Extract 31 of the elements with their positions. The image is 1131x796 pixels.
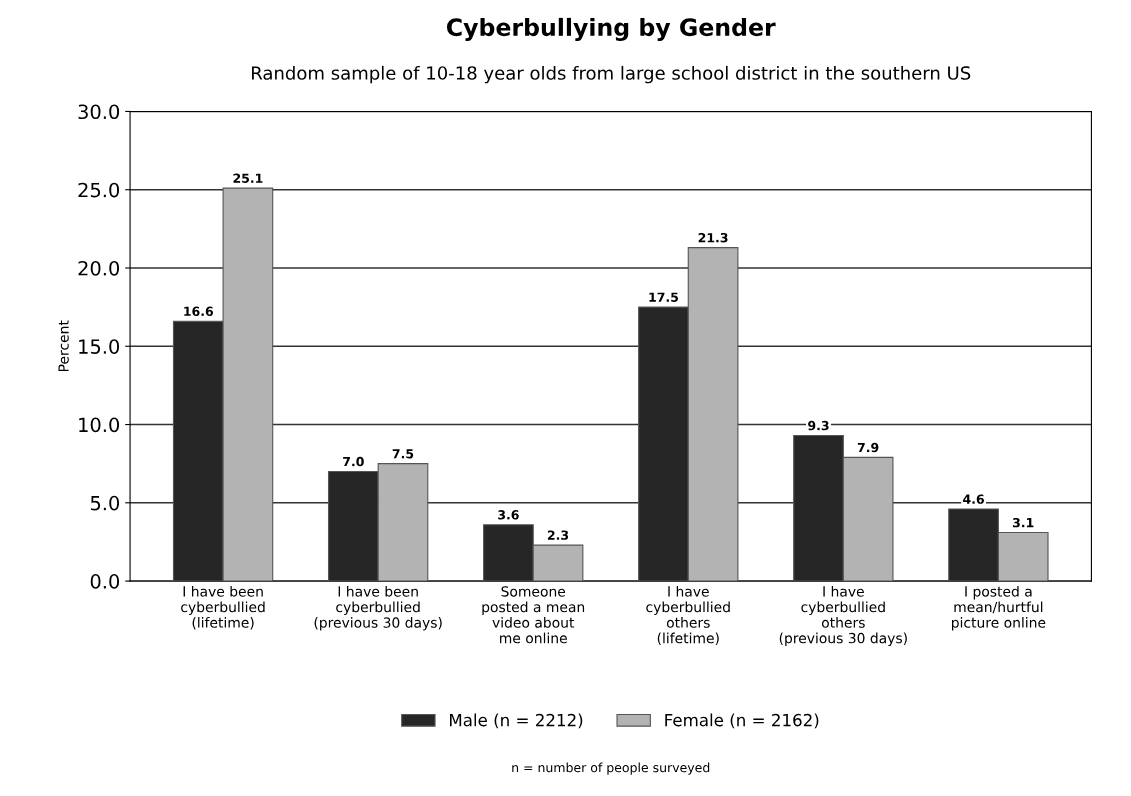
y-tick-label: 0.0	[90, 574, 120, 589]
data-label: 7.0	[343, 456, 364, 467]
data-label: 16.6	[184, 306, 214, 317]
y-tick-label: 10.0	[79, 417, 120, 433]
x-tick-label: Someone posted a mean video about me online	[482, 586, 585, 644]
x-tick-label: I have cyberbullied others (lifetime)	[646, 585, 730, 645]
text: n = number of people surveyed	[512, 762, 710, 775]
x-tick-label: I have cyberbullied others (previous 30 days)	[779, 585, 907, 647]
x-tick-label: I have been cyberbullied (lifetime)	[181, 585, 265, 630]
data-label: 17.5	[649, 292, 679, 302]
x-tick-label: I have been cyberbullied (previous 30 days)	[314, 585, 442, 631]
y-tick-label: 15.0	[79, 339, 120, 354]
chart-title: Cyberbullying by Gender	[446, 17, 776, 41]
y-tick-label: 20.0	[78, 260, 120, 276]
data-label: 2.3	[547, 530, 569, 540]
legend-label: Female (n = 2162)	[665, 713, 819, 729]
chart-subtitle: Random sample of 10-18 year olds from large school district in the southern US	[252, 65, 971, 84]
data-label: 9.3	[808, 420, 829, 431]
data-label: 3.1	[1012, 517, 1034, 528]
x-tick-label: I posted a mean/hurtful picture online	[952, 585, 1046, 631]
data-label: 21.3	[698, 232, 728, 243]
y-tick-label: 5.0	[90, 495, 120, 511]
data-label: 7.9	[857, 442, 879, 453]
y-axis-title: Percent	[58, 320, 69, 372]
data-label: 3.6	[498, 510, 519, 520]
data-label: 4.6	[963, 494, 984, 504]
y-tick-label: 25.0	[78, 182, 120, 198]
data-label: 25.1	[233, 173, 263, 183]
data-label: 7.5	[392, 449, 414, 459]
legend-label: Male (n = 2212)	[450, 713, 583, 729]
y-tick-label: 30.0	[78, 104, 120, 120]
